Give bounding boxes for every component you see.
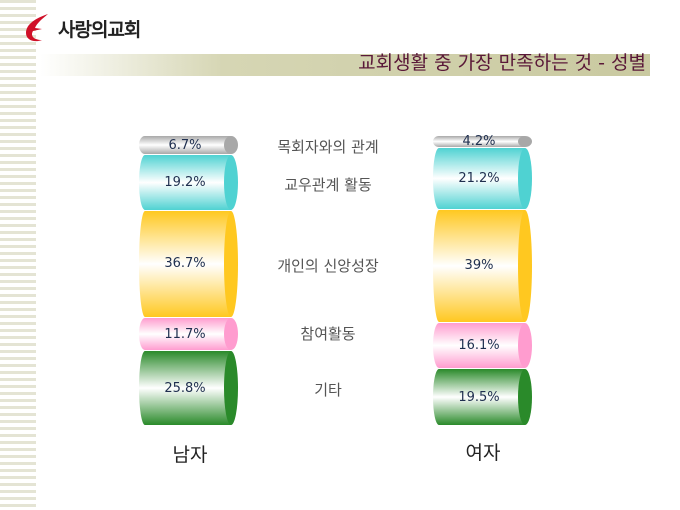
bar-segment [433,148,525,209]
bar-segment-cap [518,322,532,369]
bar-segment-cap [518,209,532,322]
category-label: 기타 [314,381,342,399]
category-label: 개인의 신앙성장 [277,257,379,275]
page-title: 교회생활 중 가장 만족하는 것 - 성별 [358,52,646,74]
data-label: 25.8% [164,380,206,396]
bar-segment-cap [224,317,238,351]
category-label: 참여활동 [300,325,356,343]
bar-segment-cap [518,369,532,425]
bar-segment [139,155,231,211]
category-label: 교우관계 활동 [284,176,372,194]
decorative-stripes [0,0,36,510]
data-label: 4.2% [462,134,496,150]
bar-segment-cap [224,155,238,211]
series-label: 남자 [172,444,208,466]
data-label: 21.2% [458,170,500,186]
bar-segment [139,351,231,426]
category-label: 목회자와의 관계 [277,138,379,156]
bar-segment [433,209,525,322]
bar-segment-cap [224,136,238,155]
data-label: 11.7% [164,326,206,342]
title-band [40,54,650,76]
bar-segment [139,317,231,351]
data-label: 6.7% [168,137,202,153]
logo: 사랑의교회 [22,12,141,44]
bar-segment [433,322,525,369]
bar-segment [433,369,525,425]
data-label: 39% [464,258,494,274]
logo-text: 사랑의교회 [58,18,141,41]
data-label: 36.7% [164,256,206,272]
bar-segment-cap [224,211,238,317]
bar-segment-cap [224,351,238,426]
bar-segment [433,136,525,148]
data-label: 16.1% [458,338,500,354]
data-label: 19.2% [164,175,206,191]
data-label: 19.5% [458,389,500,405]
bar-segment [139,211,231,317]
bar-segment-cap [518,136,532,148]
bar-segment [139,136,231,155]
bar-segment-cap [518,148,532,209]
flame-logo-icon [26,14,48,42]
series-label: 여자 [465,442,501,464]
